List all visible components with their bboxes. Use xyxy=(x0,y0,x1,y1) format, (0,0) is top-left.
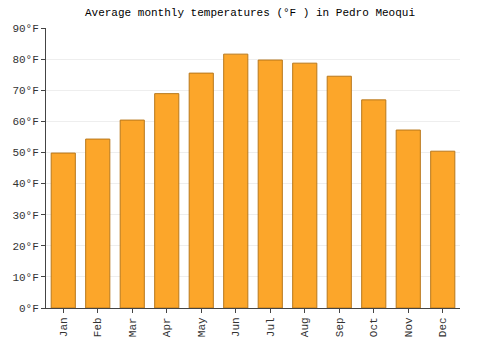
svg-text:0°F: 0°F xyxy=(19,303,39,315)
svg-text:Feb: Feb xyxy=(92,317,104,337)
svg-text:Mar: Mar xyxy=(127,317,139,337)
svg-text:Sep: Sep xyxy=(334,317,346,337)
svg-text:Jul: Jul xyxy=(265,317,277,337)
svg-text:Apr: Apr xyxy=(161,317,173,337)
svg-text:30°F: 30°F xyxy=(12,210,38,222)
svg-text:80°F: 80°F xyxy=(12,54,38,66)
svg-text:Jan: Jan xyxy=(58,317,70,337)
svg-text:60°F: 60°F xyxy=(12,116,38,128)
svg-text:50°F: 50°F xyxy=(12,147,38,159)
svg-text:Nov: Nov xyxy=(403,317,415,337)
svg-text:Dec: Dec xyxy=(437,317,449,337)
svg-text:Oct: Oct xyxy=(368,317,380,337)
svg-text:Jun: Jun xyxy=(230,317,242,337)
svg-text:70°F: 70°F xyxy=(12,85,38,97)
svg-text:Aug: Aug xyxy=(299,317,311,337)
svg-text:20°F: 20°F xyxy=(12,241,38,253)
svg-text:Average monthly temperatures (: Average monthly temperatures (°F ) in Pe… xyxy=(85,7,415,19)
svg-text:May: May xyxy=(196,317,208,337)
svg-text:90°F: 90°F xyxy=(12,23,38,35)
svg-text:40°F: 40°F xyxy=(12,178,38,190)
svg-text:10°F: 10°F xyxy=(12,272,38,284)
